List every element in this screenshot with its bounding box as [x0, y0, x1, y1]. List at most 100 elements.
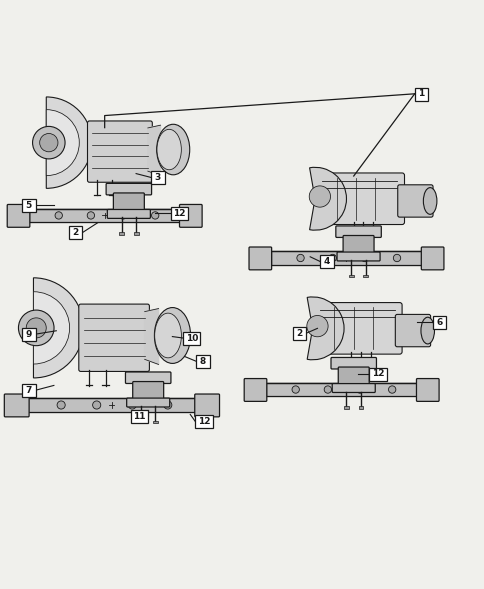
FancyBboxPatch shape [119, 232, 124, 235]
Text: 7: 7 [26, 386, 32, 395]
Text: 2: 2 [73, 228, 78, 237]
Circle shape [151, 212, 159, 219]
Polygon shape [144, 309, 158, 365]
FancyBboxPatch shape [336, 252, 379, 261]
Circle shape [40, 134, 58, 152]
FancyBboxPatch shape [7, 204, 30, 227]
FancyBboxPatch shape [151, 171, 164, 184]
Text: 2: 2 [296, 329, 302, 337]
FancyBboxPatch shape [107, 210, 150, 219]
FancyBboxPatch shape [414, 88, 427, 101]
Circle shape [18, 310, 54, 346]
FancyBboxPatch shape [138, 421, 143, 423]
Polygon shape [28, 399, 201, 403]
Text: 1: 1 [417, 90, 424, 98]
Circle shape [296, 254, 303, 262]
Polygon shape [270, 252, 422, 264]
FancyBboxPatch shape [343, 406, 348, 409]
Circle shape [119, 212, 126, 219]
FancyBboxPatch shape [432, 316, 445, 329]
FancyBboxPatch shape [248, 247, 271, 270]
FancyBboxPatch shape [348, 275, 353, 277]
FancyBboxPatch shape [394, 315, 430, 347]
Circle shape [128, 401, 136, 409]
Text: 10: 10 [185, 333, 197, 343]
Text: 9: 9 [26, 330, 32, 339]
FancyBboxPatch shape [320, 255, 333, 269]
Circle shape [87, 212, 94, 219]
Polygon shape [29, 209, 185, 213]
FancyBboxPatch shape [196, 355, 209, 368]
Circle shape [92, 401, 101, 409]
FancyBboxPatch shape [22, 198, 35, 212]
FancyBboxPatch shape [106, 183, 151, 195]
Polygon shape [265, 383, 417, 396]
FancyBboxPatch shape [358, 406, 363, 409]
Circle shape [393, 254, 400, 262]
Polygon shape [148, 125, 160, 176]
Circle shape [309, 186, 330, 207]
Text: 3: 3 [154, 173, 161, 182]
FancyBboxPatch shape [87, 121, 152, 182]
FancyBboxPatch shape [292, 327, 306, 340]
FancyBboxPatch shape [179, 204, 202, 227]
FancyBboxPatch shape [78, 304, 149, 372]
FancyBboxPatch shape [335, 226, 380, 237]
Circle shape [361, 254, 368, 262]
FancyBboxPatch shape [133, 382, 163, 400]
Polygon shape [29, 209, 180, 222]
FancyBboxPatch shape [182, 332, 200, 345]
FancyBboxPatch shape [134, 232, 138, 235]
FancyBboxPatch shape [195, 394, 219, 417]
Wedge shape [46, 97, 92, 188]
Wedge shape [33, 292, 70, 364]
FancyBboxPatch shape [22, 328, 35, 341]
Text: 5: 5 [26, 200, 32, 210]
FancyBboxPatch shape [312, 303, 401, 354]
Wedge shape [309, 167, 346, 230]
Ellipse shape [423, 188, 436, 214]
Circle shape [306, 316, 327, 337]
Text: 12: 12 [371, 369, 383, 378]
FancyBboxPatch shape [22, 384, 35, 397]
Text: 6: 6 [435, 317, 441, 326]
FancyBboxPatch shape [363, 275, 367, 277]
Circle shape [388, 386, 395, 393]
Circle shape [55, 212, 62, 219]
FancyBboxPatch shape [421, 247, 443, 270]
Wedge shape [46, 110, 79, 176]
FancyBboxPatch shape [342, 236, 373, 254]
Circle shape [164, 401, 171, 409]
Text: 4: 4 [323, 257, 330, 266]
FancyBboxPatch shape [153, 421, 158, 423]
FancyBboxPatch shape [397, 185, 432, 217]
FancyBboxPatch shape [126, 398, 169, 407]
FancyBboxPatch shape [330, 358, 376, 369]
Circle shape [291, 386, 299, 393]
FancyBboxPatch shape [131, 410, 148, 423]
Text: 11: 11 [133, 412, 145, 421]
FancyBboxPatch shape [332, 383, 375, 392]
Text: 12: 12 [197, 416, 210, 426]
Polygon shape [270, 252, 427, 256]
FancyBboxPatch shape [125, 372, 170, 383]
Circle shape [32, 127, 65, 159]
Circle shape [26, 318, 46, 338]
FancyBboxPatch shape [315, 173, 404, 224]
Polygon shape [265, 383, 422, 388]
Wedge shape [306, 297, 343, 360]
Text: 8: 8 [199, 357, 206, 366]
Circle shape [57, 401, 65, 409]
FancyBboxPatch shape [368, 368, 386, 380]
FancyBboxPatch shape [337, 367, 368, 386]
FancyBboxPatch shape [195, 415, 212, 428]
FancyBboxPatch shape [69, 226, 82, 239]
FancyBboxPatch shape [113, 193, 144, 211]
FancyBboxPatch shape [170, 207, 188, 220]
Polygon shape [28, 399, 196, 412]
Circle shape [328, 254, 336, 262]
FancyBboxPatch shape [243, 379, 266, 401]
FancyBboxPatch shape [4, 394, 29, 417]
Text: 12: 12 [173, 209, 185, 218]
Ellipse shape [156, 124, 189, 175]
